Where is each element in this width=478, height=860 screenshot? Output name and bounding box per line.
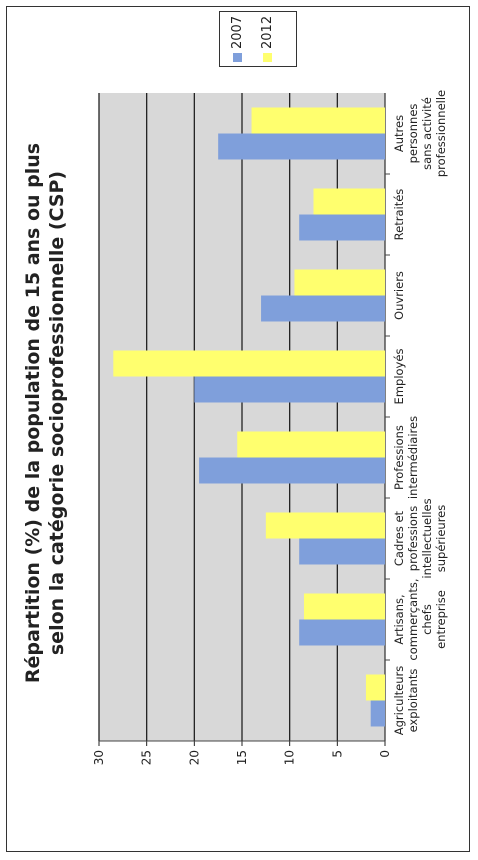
bar-2012-1 — [303, 593, 386, 620]
bar-2012-2 — [265, 512, 386, 539]
y-tick-label-20: 20 — [187, 750, 201, 765]
bar-2007-4 — [194, 376, 385, 403]
x-tick-label-0: Agriculteursexploitants — [392, 666, 420, 736]
bar-2012-4 — [113, 350, 386, 377]
y-tick-label-5: 5 — [330, 750, 344, 758]
x-tick-label-2: Cadres etprofessionsintellectuellessupér… — [392, 498, 448, 578]
x-tick-label-3: Professionsintermédiaires — [392, 416, 420, 499]
bar-2012-5 — [294, 269, 385, 296]
legend-swatch-2012 — [263, 53, 272, 62]
legend-label-2007: 2007 — [230, 15, 245, 49]
legend-item-2012: 2012 — [260, 16, 275, 62]
legend-label-2012: 2012 — [260, 15, 275, 49]
y-tick-label-30: 30 — [92, 750, 106, 765]
bar-2007-0 — [370, 700, 386, 727]
bar-2007-6 — [299, 214, 386, 241]
bar-chart: 0 5 10 15 20 25 30 Agriculteursexploitants Artis… — [92, 90, 448, 765]
bar-2007-7 — [218, 133, 385, 160]
chart-frame: 0 5 10 15 20 25 30 Agriculteursexploitants Artis… — [6, 6, 470, 852]
legend-swatch-2007 — [233, 53, 242, 62]
y-tick-label-10: 10 — [283, 750, 297, 765]
bar-2012-7 — [251, 107, 385, 134]
bar-2012-3 — [237, 431, 385, 458]
chart-legend: 2007 2012 — [207, 11, 307, 73]
x-tick-label-6: Retraités — [392, 189, 406, 241]
legend-box: 2007 2012 — [219, 11, 297, 67]
bar-2012-6 — [313, 188, 385, 215]
legend-item-2007: 2007 — [230, 16, 245, 62]
x-tick-label-5: Ouvriers — [392, 271, 406, 320]
chart-rotated-container: 0 5 10 15 20 25 30 Agriculteursexploitants Artis… — [7, 7, 471, 853]
x-tick-label-7: Autrespersonnessans activitéprofessionne… — [392, 90, 448, 177]
x-tick-label-4: Employés — [392, 349, 406, 405]
x-tick-label-1: Artisans,commerçants,chefsentreprise — [392, 578, 448, 660]
y-tick-label-15: 15 — [235, 750, 249, 765]
bar-2012-0 — [365, 674, 385, 701]
y-tick-label-0: 0 — [378, 750, 392, 758]
y-tick-label-25: 25 — [140, 750, 154, 765]
bar-2007-2 — [299, 538, 386, 565]
bar-2007-1 — [299, 619, 386, 646]
chart-title: Répartition (%) de la population de 15 a… — [22, 142, 68, 684]
bar-2007-3 — [199, 457, 385, 484]
bar-2007-5 — [261, 295, 385, 322]
